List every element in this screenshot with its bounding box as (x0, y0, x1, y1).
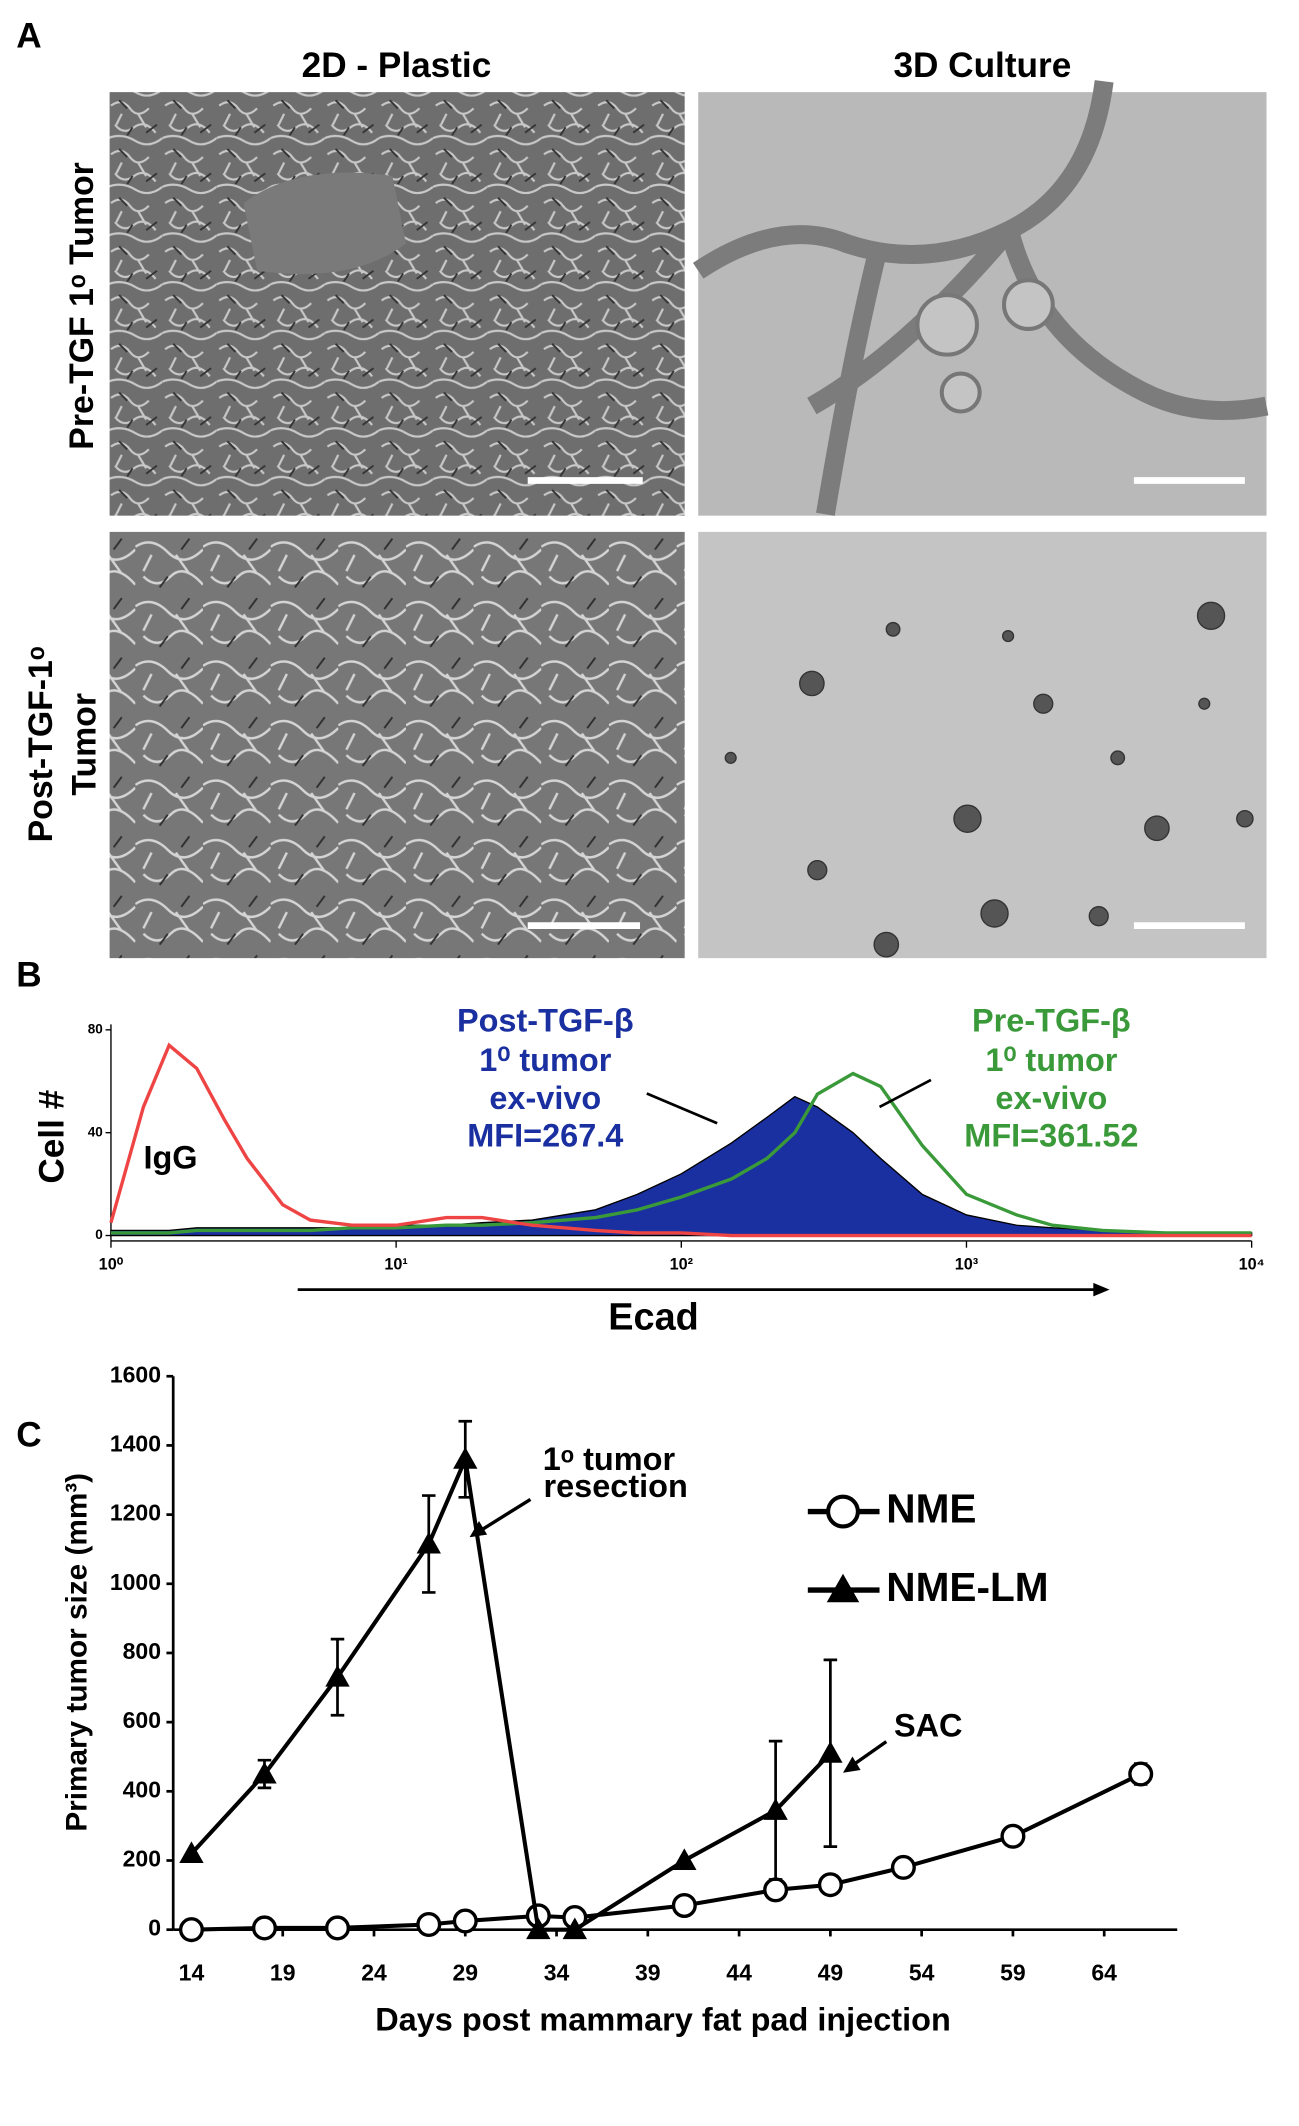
y-axis-label: Cell # (32, 1090, 71, 1184)
x-tick-label: 44 (726, 1959, 752, 1985)
row-label: Post-TGF-1ᵒ (22, 646, 60, 842)
x-tick-label: 10¹ (384, 1256, 407, 1274)
marker (252, 1761, 277, 1784)
marker (251, 1915, 277, 1941)
marker (325, 1664, 350, 1687)
y-tick-label: 800 (123, 1638, 161, 1664)
x-tick-label: 59 (1000, 1959, 1026, 1985)
marker (890, 1854, 916, 1880)
annotation: ex-vivo (489, 1080, 601, 1116)
x-tick-label: 64 (1091, 1959, 1117, 1985)
annotation: 1⁰ tumor (985, 1042, 1117, 1078)
micrograph (109, 531, 685, 959)
panel-label: B (16, 955, 41, 994)
marker (324, 1915, 351, 1941)
micrograph (109, 92, 685, 516)
marker (763, 1877, 789, 1903)
micrograph (698, 531, 1267, 959)
x-tick-label: 34 (544, 1959, 570, 1985)
y-tick-label: 80 (88, 1021, 103, 1036)
y-tick-label: 1200 (110, 1500, 161, 1526)
x-tick-label: 49 (818, 1959, 844, 1985)
pointer (475, 1497, 532, 1535)
y-tick-label: 600 (123, 1707, 161, 1733)
micrograph (692, 80, 1269, 516)
marker (672, 1848, 697, 1870)
arrow-head (842, 1756, 861, 1773)
y-axis-label: Primary tumor size (mm³) (60, 1473, 93, 1832)
x-tick-label: 14 (179, 1959, 205, 1985)
column-title: 3D Culture (893, 46, 1071, 85)
legend-label: NME (886, 1485, 976, 1531)
marker (453, 1447, 478, 1469)
marker (178, 1917, 204, 1943)
marker (1000, 1823, 1026, 1849)
marker (416, 1531, 441, 1554)
line (110, 1071, 1252, 1235)
x-tick-label: 10⁴ (1239, 1256, 1265, 1274)
annotation: resection (543, 1468, 687, 1504)
y-tick-label: 0 (95, 1227, 103, 1242)
pointer (878, 1078, 932, 1109)
marker (526, 1917, 551, 1940)
x-tick-label: 10³ (955, 1256, 979, 1274)
annotation: 1⁰ tumor (479, 1042, 611, 1078)
marker (817, 1872, 843, 1898)
annotation: MFI=267.4 (467, 1118, 623, 1154)
arrow-head (469, 1521, 488, 1538)
y-tick-label: 0 (148, 1915, 161, 1941)
marker (562, 1917, 587, 1940)
legend-label: IgG (143, 1139, 197, 1175)
x-tick-label: 29 (452, 1959, 478, 1985)
y-tick-label: 200 (123, 1846, 161, 1872)
y-tick-label: 1600 (110, 1361, 161, 1387)
line (189, 1451, 832, 1932)
y-tick-label: 400 (123, 1776, 161, 1802)
marker (179, 1841, 204, 1864)
line (191, 1772, 1142, 1932)
legend-label: Post-TGF-β (457, 1003, 634, 1039)
x-axis-label: Days post mammary fat pad injection (375, 2001, 951, 2037)
pointer (646, 1092, 718, 1125)
x-tick-label: 54 (909, 1959, 935, 1985)
x-tick-label: 10⁰ (99, 1256, 124, 1274)
annotation: MFI=361.52 (964, 1118, 1138, 1154)
marker (818, 1741, 843, 1763)
row-label: Pre-TGF 1ᵒ Tumor (63, 162, 101, 450)
marker (671, 1892, 697, 1918)
x-tick-label: 10² (670, 1256, 694, 1274)
y-tick-label: 1000 (110, 1569, 161, 1595)
arrow-head (1093, 1282, 1110, 1297)
marker (763, 1798, 788, 1820)
annotation: ex-vivo (995, 1080, 1107, 1116)
x-axis-label: Ecad (608, 1296, 699, 1338)
row-label: Tumor (66, 693, 104, 796)
legend-label: Pre-TGF-β (972, 1003, 1131, 1039)
column-title: 2D - Plastic (302, 46, 492, 85)
panel-label: C (16, 1415, 41, 1454)
x-tick-label: 24 (361, 1959, 387, 1985)
marker (452, 1908, 478, 1934)
annotation: SAC (894, 1708, 963, 1744)
x-tick-label: 39 (635, 1959, 661, 1985)
panel-label: A (16, 16, 41, 55)
y-tick-label: 1400 (110, 1431, 161, 1457)
legend-label: NME-LM (886, 1564, 1048, 1610)
y-tick-label: 40 (88, 1124, 103, 1139)
legend-marker (826, 1494, 860, 1529)
annotation: 1ᵒ tumor (543, 1441, 676, 1477)
x-tick-label: 19 (270, 1959, 296, 1985)
marker (416, 1911, 442, 1938)
marker (1128, 1761, 1154, 1787)
line (109, 1042, 1252, 1238)
legend-marker (826, 1573, 860, 1603)
